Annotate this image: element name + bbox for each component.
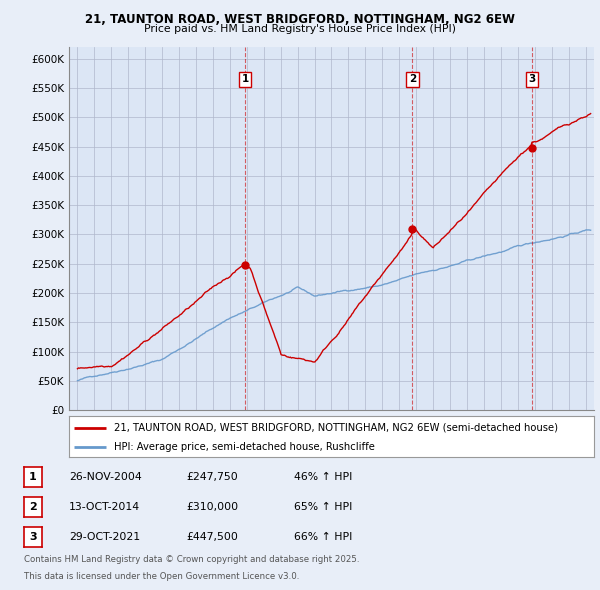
Text: 21, TAUNTON ROAD, WEST BRIDGFORD, NOTTINGHAM, NG2 6EW (semi-detached house): 21, TAUNTON ROAD, WEST BRIDGFORD, NOTTIN… bbox=[113, 422, 557, 432]
Text: 3: 3 bbox=[29, 532, 37, 542]
Text: 3: 3 bbox=[528, 74, 535, 84]
Text: 13-OCT-2014: 13-OCT-2014 bbox=[69, 502, 140, 512]
Text: 1: 1 bbox=[242, 74, 249, 84]
Text: 21, TAUNTON ROAD, WEST BRIDGFORD, NOTTINGHAM, NG2 6EW: 21, TAUNTON ROAD, WEST BRIDGFORD, NOTTIN… bbox=[85, 13, 515, 26]
Text: 65% ↑ HPI: 65% ↑ HPI bbox=[294, 502, 352, 512]
Text: Contains HM Land Registry data © Crown copyright and database right 2025.: Contains HM Land Registry data © Crown c… bbox=[24, 555, 359, 564]
Text: 26-NOV-2004: 26-NOV-2004 bbox=[69, 472, 142, 482]
Text: This data is licensed under the Open Government Licence v3.0.: This data is licensed under the Open Gov… bbox=[24, 572, 299, 581]
Text: 2: 2 bbox=[29, 502, 37, 512]
Text: 66% ↑ HPI: 66% ↑ HPI bbox=[294, 532, 352, 542]
Text: £447,500: £447,500 bbox=[186, 532, 238, 542]
Text: 29-OCT-2021: 29-OCT-2021 bbox=[69, 532, 140, 542]
Text: Price paid vs. HM Land Registry's House Price Index (HPI): Price paid vs. HM Land Registry's House … bbox=[144, 24, 456, 34]
Text: £247,750: £247,750 bbox=[186, 472, 238, 482]
Text: 2: 2 bbox=[409, 74, 416, 84]
Text: 46% ↑ HPI: 46% ↑ HPI bbox=[294, 472, 352, 482]
Text: £310,000: £310,000 bbox=[186, 502, 238, 512]
Text: 1: 1 bbox=[29, 472, 37, 482]
Text: HPI: Average price, semi-detached house, Rushcliffe: HPI: Average price, semi-detached house,… bbox=[113, 442, 374, 452]
